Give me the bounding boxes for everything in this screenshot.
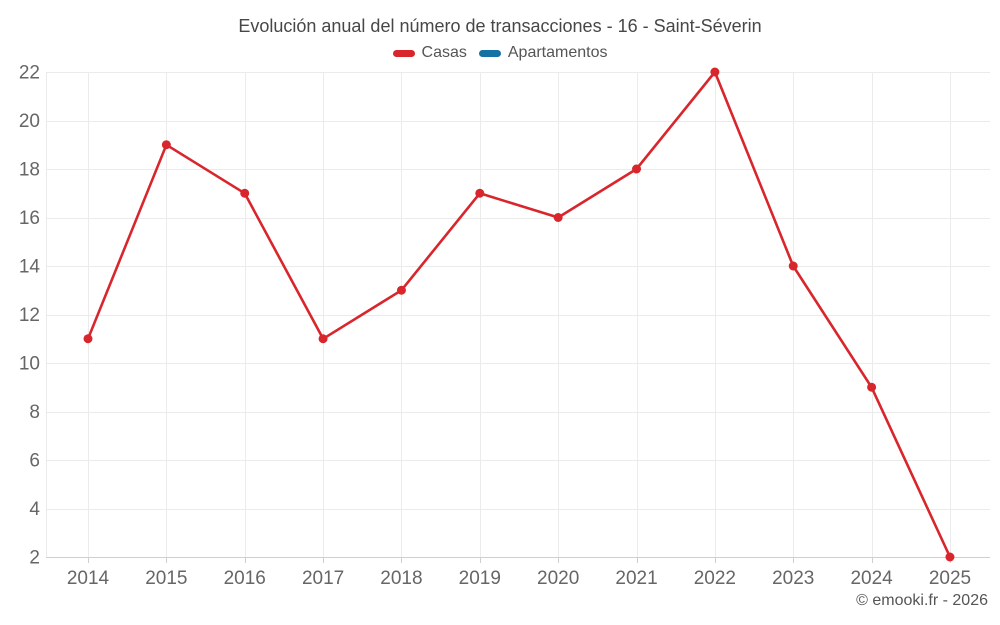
data-point-casas-2015[interactable]: [161, 140, 171, 150]
y-axis-label-8: 8: [29, 402, 40, 423]
data-point-casas-2024[interactable]: [867, 382, 877, 392]
y-axis-label-16: 16: [19, 208, 40, 229]
y-axis-label-12: 12: [19, 305, 40, 326]
data-point-casas-2019[interactable]: [475, 188, 485, 198]
x-axis-label-2017: 2017: [302, 568, 344, 589]
y-axis-label-14: 14: [19, 257, 41, 278]
data-point-casas-2016[interactable]: [240, 188, 250, 198]
data-point-casas-2014[interactable]: [83, 334, 93, 344]
x-axis-label-2018: 2018: [380, 568, 422, 589]
data-point-casas-2022[interactable]: [710, 67, 720, 77]
data-point-casas-2023[interactable]: [788, 261, 798, 271]
x-axis-label-2024: 2024: [850, 568, 893, 589]
watermark: © emooki.fr - 2026: [856, 592, 988, 609]
x-axis-label-2014: 2014: [67, 568, 110, 589]
y-axis-label-18: 18: [19, 160, 40, 181]
y-axis-label-10: 10: [19, 354, 40, 375]
data-point-casas-2021[interactable]: [632, 164, 642, 174]
data-point-casas-2020[interactable]: [553, 213, 563, 222]
x-axis-label-2025: 2025: [929, 568, 971, 589]
legend-item-casas[interactable]: Casas: [392, 44, 467, 62]
y-axis-label-20: 20: [19, 111, 40, 132]
legend-label-apartamentos: Apartamentos: [507, 44, 608, 61]
x-axis-label-2016: 2016: [224, 568, 266, 589]
x-axis-label-2015: 2015: [145, 568, 187, 589]
y-axis-label-22: 22: [19, 63, 40, 84]
data-point-casas-2017[interactable]: [318, 334, 328, 344]
data-point-casas-2018[interactable]: [396, 285, 406, 295]
apartamentos-series-swatch-icon: [478, 49, 501, 57]
y-axis-label-6: 6: [29, 451, 40, 472]
legend-item-apartamentos[interactable]: Apartamentos: [478, 44, 608, 62]
x-axis-label-2023: 2023: [772, 568, 814, 589]
series-line-casas: [86, 70, 952, 559]
y-axis-label-2: 2: [29, 548, 40, 569]
casas-series-swatch-icon: [392, 49, 415, 57]
y-axis-label-4: 4: [29, 499, 40, 520]
x-axis-label-2019: 2019: [459, 568, 501, 589]
legend-label-casas: Casas: [421, 44, 467, 61]
legend: Casas Apartamentos: [0, 44, 1000, 62]
x-axis-label-2020: 2020: [537, 568, 579, 589]
data-point-casas-2025[interactable]: [945, 552, 955, 562]
chart-title: Evolución anual del número de transaccio…: [238, 16, 762, 36]
x-axis-label-2022: 2022: [694, 568, 736, 589]
x-axis-label-2021: 2021: [615, 568, 657, 589]
